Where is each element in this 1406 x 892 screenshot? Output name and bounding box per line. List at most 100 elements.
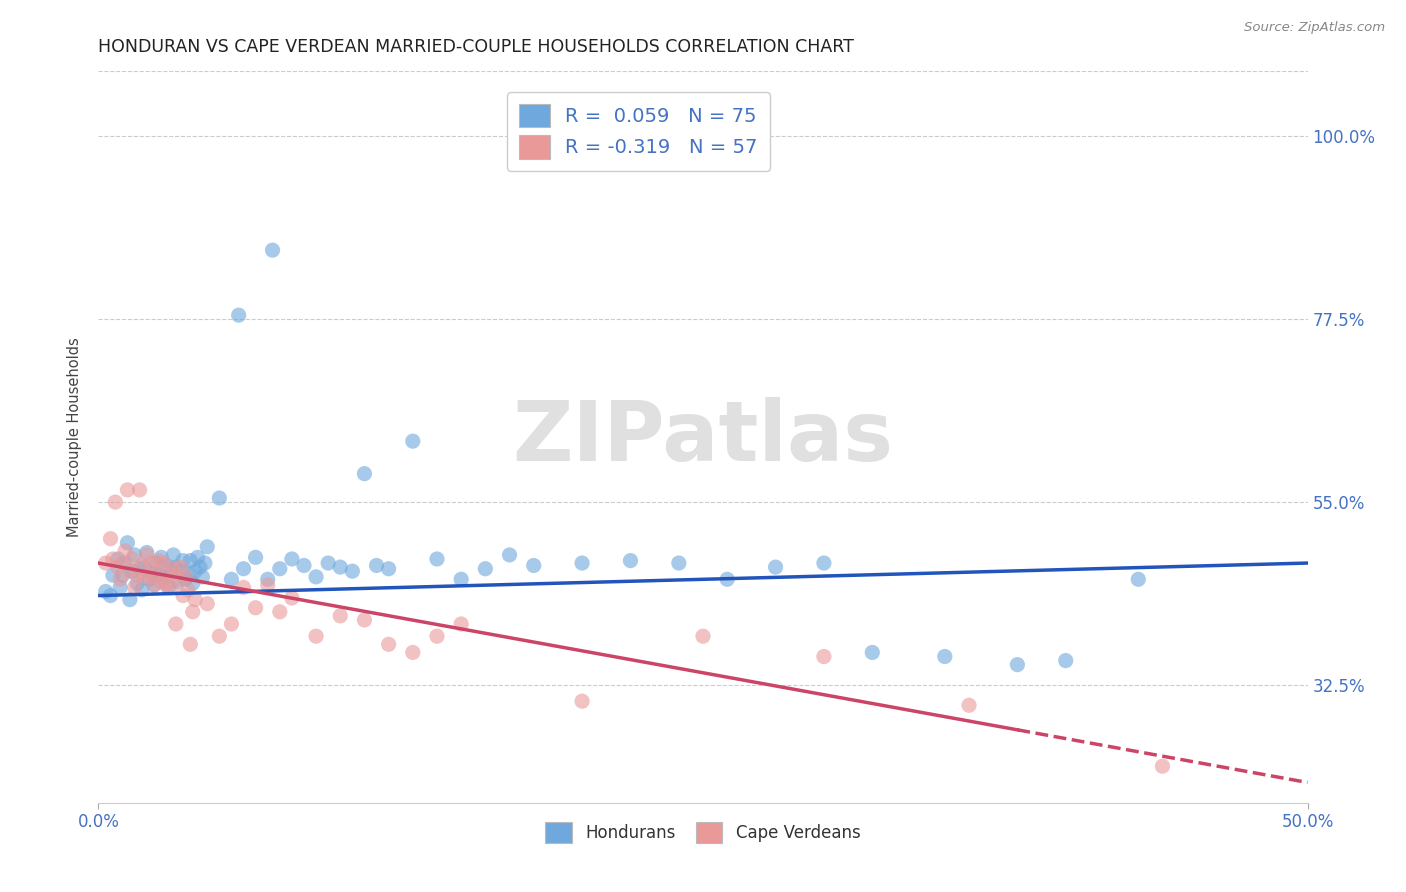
Point [114, 544, 136, 558]
Point [179, 553, 201, 567]
Point [305, 629, 328, 643]
Point [111, 556, 134, 570]
Point [165, 560, 187, 574]
Point [256, 572, 278, 586]
Point [108, 572, 131, 586]
Point [402, 434, 425, 449]
Point [571, 694, 593, 708]
Point [181, 576, 204, 591]
Point [1007, 657, 1029, 672]
Point [366, 558, 388, 573]
Point [167, 572, 190, 586]
Point [131, 558, 153, 573]
Point [94, 584, 117, 599]
Point [143, 578, 166, 592]
Point [195, 597, 218, 611]
Point [316, 556, 339, 570]
Point [232, 581, 254, 595]
Point [269, 562, 291, 576]
Point [232, 562, 254, 576]
Text: ZIPatlas: ZIPatlas [513, 397, 893, 477]
Point [281, 591, 304, 605]
Point [813, 649, 835, 664]
Point [134, 570, 156, 584]
Point [934, 649, 956, 664]
Point [145, 556, 167, 570]
Point [100, 589, 122, 603]
Point [128, 483, 150, 497]
Point [450, 617, 472, 632]
Point [135, 545, 157, 559]
Point [160, 581, 183, 595]
Point [245, 550, 267, 565]
Point [155, 558, 177, 573]
Point [184, 592, 207, 607]
Point [281, 552, 304, 566]
Point [256, 578, 278, 592]
Point [619, 553, 641, 567]
Point [177, 582, 200, 597]
Point [245, 600, 267, 615]
Point [474, 562, 496, 576]
Point [450, 572, 472, 586]
Point [172, 589, 194, 603]
Point [101, 568, 124, 582]
Point [716, 572, 738, 586]
Point [162, 548, 184, 562]
Point [692, 629, 714, 643]
Point [292, 558, 315, 573]
Point [148, 568, 170, 582]
Point [165, 617, 187, 632]
Point [269, 605, 291, 619]
Point [813, 556, 835, 570]
Point [108, 581, 131, 595]
Point [127, 576, 149, 591]
Point [169, 560, 191, 574]
Point [127, 568, 149, 582]
Point [765, 560, 787, 574]
Point [150, 550, 173, 565]
Point [121, 564, 143, 578]
Point [141, 566, 163, 581]
Point [1152, 759, 1174, 773]
Text: Source: ZipAtlas.com: Source: ZipAtlas.com [1244, 21, 1385, 34]
Point [121, 552, 143, 566]
Y-axis label: Married-couple Households: Married-couple Households [67, 337, 83, 537]
Point [131, 582, 153, 597]
Point [262, 243, 284, 257]
Point [957, 698, 980, 713]
Point [134, 560, 156, 574]
Point [1054, 654, 1077, 668]
Point [402, 645, 425, 659]
Point [860, 645, 883, 659]
Point [181, 605, 204, 619]
Point [100, 532, 122, 546]
Point [117, 483, 139, 497]
Point [107, 552, 129, 566]
Point [117, 535, 139, 549]
Point [208, 491, 231, 505]
Point [174, 572, 197, 586]
Point [228, 308, 250, 322]
Point [191, 570, 214, 584]
Point [124, 548, 146, 562]
Point [114, 556, 136, 570]
Point [162, 562, 184, 576]
Point [498, 548, 520, 562]
Point [184, 564, 207, 578]
Point [143, 578, 166, 592]
Point [571, 556, 593, 570]
Point [124, 581, 146, 595]
Point [668, 556, 690, 570]
Point [111, 568, 134, 582]
Point [107, 560, 129, 574]
Point [179, 637, 201, 651]
Point [221, 572, 243, 586]
Point [145, 566, 167, 581]
Point [150, 574, 173, 589]
Point [157, 566, 180, 581]
Point [342, 564, 364, 578]
Point [141, 556, 163, 570]
Point [152, 556, 174, 570]
Point [155, 578, 177, 592]
